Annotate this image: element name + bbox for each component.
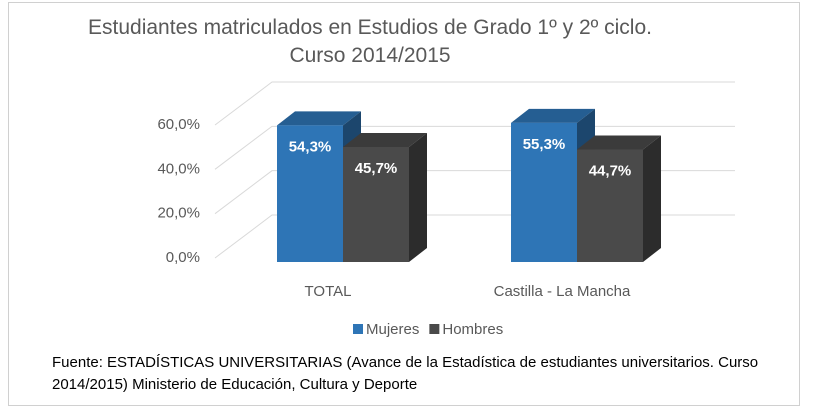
data-label: 45,7% bbox=[355, 160, 398, 177]
bar bbox=[343, 146, 409, 262]
bar-top bbox=[577, 135, 661, 150]
y-tick-label: 60,0% bbox=[157, 116, 200, 133]
data-label: 54,3% bbox=[289, 138, 332, 155]
legend-swatch bbox=[429, 324, 440, 334]
bar-top bbox=[511, 108, 595, 123]
x-tick-label: TOTAL bbox=[305, 283, 352, 300]
bar bbox=[511, 122, 577, 262]
source-note: Fuente: ESTADÍSTICAS UNIVERSITARIAS (Ava… bbox=[52, 354, 759, 393]
y-tick-label: 40,0% bbox=[157, 160, 200, 177]
legend-swatch bbox=[353, 324, 363, 334]
y-tick-label: 0,0% bbox=[166, 249, 200, 266]
legend-label: Hombres bbox=[442, 321, 503, 338]
x-tick-label: Castilla - La Mancha bbox=[494, 283, 631, 300]
bar-side bbox=[409, 132, 427, 262]
bar-top bbox=[343, 132, 427, 147]
grid-line bbox=[214, 81, 735, 126]
legend-label: Mujeres bbox=[366, 321, 419, 338]
bar bbox=[577, 149, 643, 262]
bar-top bbox=[277, 111, 361, 126]
data-label: 44,7% bbox=[589, 162, 632, 179]
bar-side bbox=[643, 135, 661, 262]
bar bbox=[277, 125, 343, 262]
y-tick-label: 20,0% bbox=[157, 205, 200, 222]
chart-title: Estudiantes matriculados en Estudios de … bbox=[88, 16, 652, 67]
data-label: 55,3% bbox=[523, 136, 566, 153]
chart-frame bbox=[8, 2, 800, 406]
